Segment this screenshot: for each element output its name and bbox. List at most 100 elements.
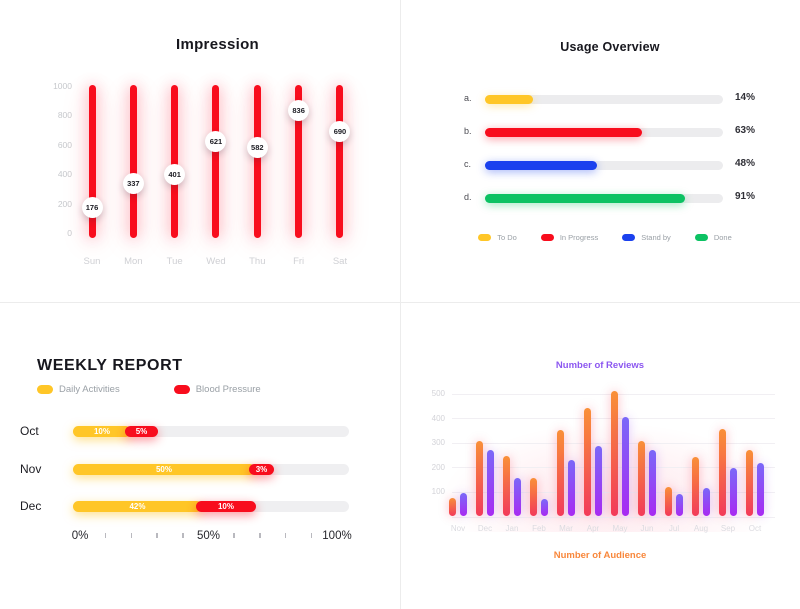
- legend-label: Done: [713, 233, 732, 242]
- audience-bar: [503, 455, 510, 516]
- slider-track: [212, 85, 220, 238]
- reviews-title: Number of Reviews: [555, 360, 645, 371]
- y-axis-tick-label: 400: [57, 169, 72, 180]
- x-axis-day-label: Tue: [166, 256, 183, 267]
- x-axis-tick-label: 0%: [71, 530, 89, 542]
- y-axis-tick-label: 400: [431, 413, 445, 423]
- legend-swatch: [173, 385, 190, 394]
- legend-item: Blood Pressure: [173, 384, 261, 395]
- row-category-label: b.: [464, 126, 472, 136]
- row-category-label: Dec: [20, 499, 42, 513]
- y-axis-tick-label: 800: [57, 110, 72, 121]
- x-axis-minor-tick: [310, 533, 313, 538]
- impression-panel: Impression 1000 800 600 400 200 0 176 Sun 337 Mon…: [0, 0, 400, 302]
- reviews-bar: [487, 449, 494, 516]
- reviews-bar: [460, 492, 467, 516]
- x-axis-month-label: Jan: [505, 524, 519, 533]
- row-percent-value: 48%: [735, 158, 756, 169]
- usage-overview-panel: Usage Overview a. 14% b. 63% c. 48% d. 91% To Do…: [400, 0, 800, 302]
- reviews-bar: [595, 446, 602, 516]
- x-axis-minor-tick: [104, 533, 107, 538]
- audience-bar: [476, 441, 483, 516]
- usage-overview-title: Usage Overview: [560, 40, 660, 54]
- stacked-bar-track: 50% 3%: [73, 463, 349, 475]
- slider-knob[interactable]: 401: [164, 163, 186, 185]
- x-axis-month-label: Apr: [586, 524, 600, 533]
- slider-knob[interactable]: 176: [81, 196, 103, 218]
- reviews-audience-chart: 500 400 300 200 100 Nov Dec Jan Feb Mar Apr May Jun J…: [400, 302, 800, 609]
- slider-track: [171, 85, 179, 238]
- reviews-audience-panel: Number of Reviews 500 400 300 200 100 Nov Dec J…: [400, 302, 800, 609]
- daily-activities-segment: 50%: [73, 463, 255, 475]
- horizontal-divider: [0, 302, 800, 303]
- x-axis-month-label: May: [612, 524, 628, 533]
- x-axis-tick-label: 100%: [322, 530, 352, 542]
- x-axis-month-label: Aug: [693, 524, 709, 533]
- slider-track: [88, 85, 96, 238]
- y-axis-tick-label: 200: [431, 462, 445, 472]
- vertical-divider: [400, 0, 401, 609]
- y-axis-tick-label: 1000: [53, 81, 72, 91]
- x-axis-month-label: Oct: [748, 524, 762, 533]
- gridline: [452, 517, 775, 518]
- slider-knob[interactable]: 582: [246, 136, 268, 158]
- reviews-bar: [568, 459, 575, 516]
- progress-track: [485, 95, 723, 104]
- legend-swatch: [540, 234, 554, 241]
- blood-pressure-segment: 10%: [196, 501, 256, 512]
- audience-bar: [665, 486, 672, 516]
- audience-bar: [692, 457, 699, 516]
- audience-bar: [584, 408, 591, 516]
- y-axis-tick-label: 500: [431, 388, 445, 398]
- y-axis-tick-label: 600: [57, 139, 72, 150]
- slider-knob[interactable]: 621: [205, 131, 227, 153]
- legend-item: In Progress: [540, 233, 599, 242]
- legend-label: Stand by: [641, 233, 671, 242]
- x-axis-month-label: Nov: [450, 524, 466, 533]
- slider-track: [129, 85, 137, 238]
- y-axis-tick-label: 200: [57, 198, 72, 209]
- slider-knob[interactable]: 690: [329, 121, 351, 143]
- legend: Daily Activities Blood Pressure: [37, 384, 261, 395]
- legend-swatch: [478, 234, 492, 241]
- legend: To Do In Progress Stand by Done: [410, 233, 800, 242]
- y-axis-tick-label: 300: [431, 438, 445, 448]
- legend-swatch: [622, 234, 636, 241]
- row-percent-value: 63%: [735, 125, 756, 136]
- usage-overview-chart: a. 14% b. 63% c. 48% d. 91% To Do In Progress Stan…: [400, 0, 800, 302]
- slider-track: [253, 85, 261, 238]
- x-axis-day-label: Wed: [206, 256, 226, 267]
- legend-swatch: [694, 234, 708, 241]
- audience-bar: [530, 478, 537, 516]
- reviews-bar: [676, 493, 683, 516]
- progress-fill: [485, 128, 643, 137]
- x-axis-minor-tick: [130, 533, 133, 538]
- impression-chart: 1000 800 600 400 200 0 176 Sun 337 Mon 401 Tue 621 We…: [0, 0, 400, 302]
- legend-label: In Progress: [559, 233, 599, 242]
- audience-bar: [557, 430, 564, 516]
- row-category-label: a.: [464, 93, 472, 103]
- y-axis-tick-label: 100: [431, 487, 445, 497]
- weekly-report-chart: Daily Activities Blood Pressure Oct 10% 5% No…: [0, 302, 400, 609]
- audience-bar: [746, 449, 753, 516]
- x-axis-minor-tick: [182, 533, 184, 538]
- reviews-bar: [703, 487, 710, 516]
- x-axis-minor-tick: [259, 533, 261, 538]
- row-category-label: c.: [464, 159, 472, 169]
- reviews-bar: [622, 416, 629, 516]
- legend-swatch: [37, 385, 53, 394]
- legend-label: To Do: [497, 233, 517, 242]
- x-axis-month-label: Sep: [720, 524, 736, 533]
- audience-bar: [611, 391, 618, 516]
- x-axis-minor-tick: [156, 533, 158, 538]
- progress-fill: [485, 95, 533, 104]
- slider-knob[interactable]: 836: [288, 99, 310, 121]
- progress-track: [485, 161, 723, 170]
- y-axis-tick-label: 0: [67, 228, 72, 238]
- slider-knob[interactable]: 337: [122, 172, 144, 194]
- x-axis-month-label: Jun: [640, 524, 654, 533]
- weekly-report-panel: WEEKLY REPORT Daily Activities Blood Pres…: [0, 302, 400, 609]
- progress-track: [485, 194, 723, 203]
- daily-activities-segment: 42%: [73, 501, 202, 512]
